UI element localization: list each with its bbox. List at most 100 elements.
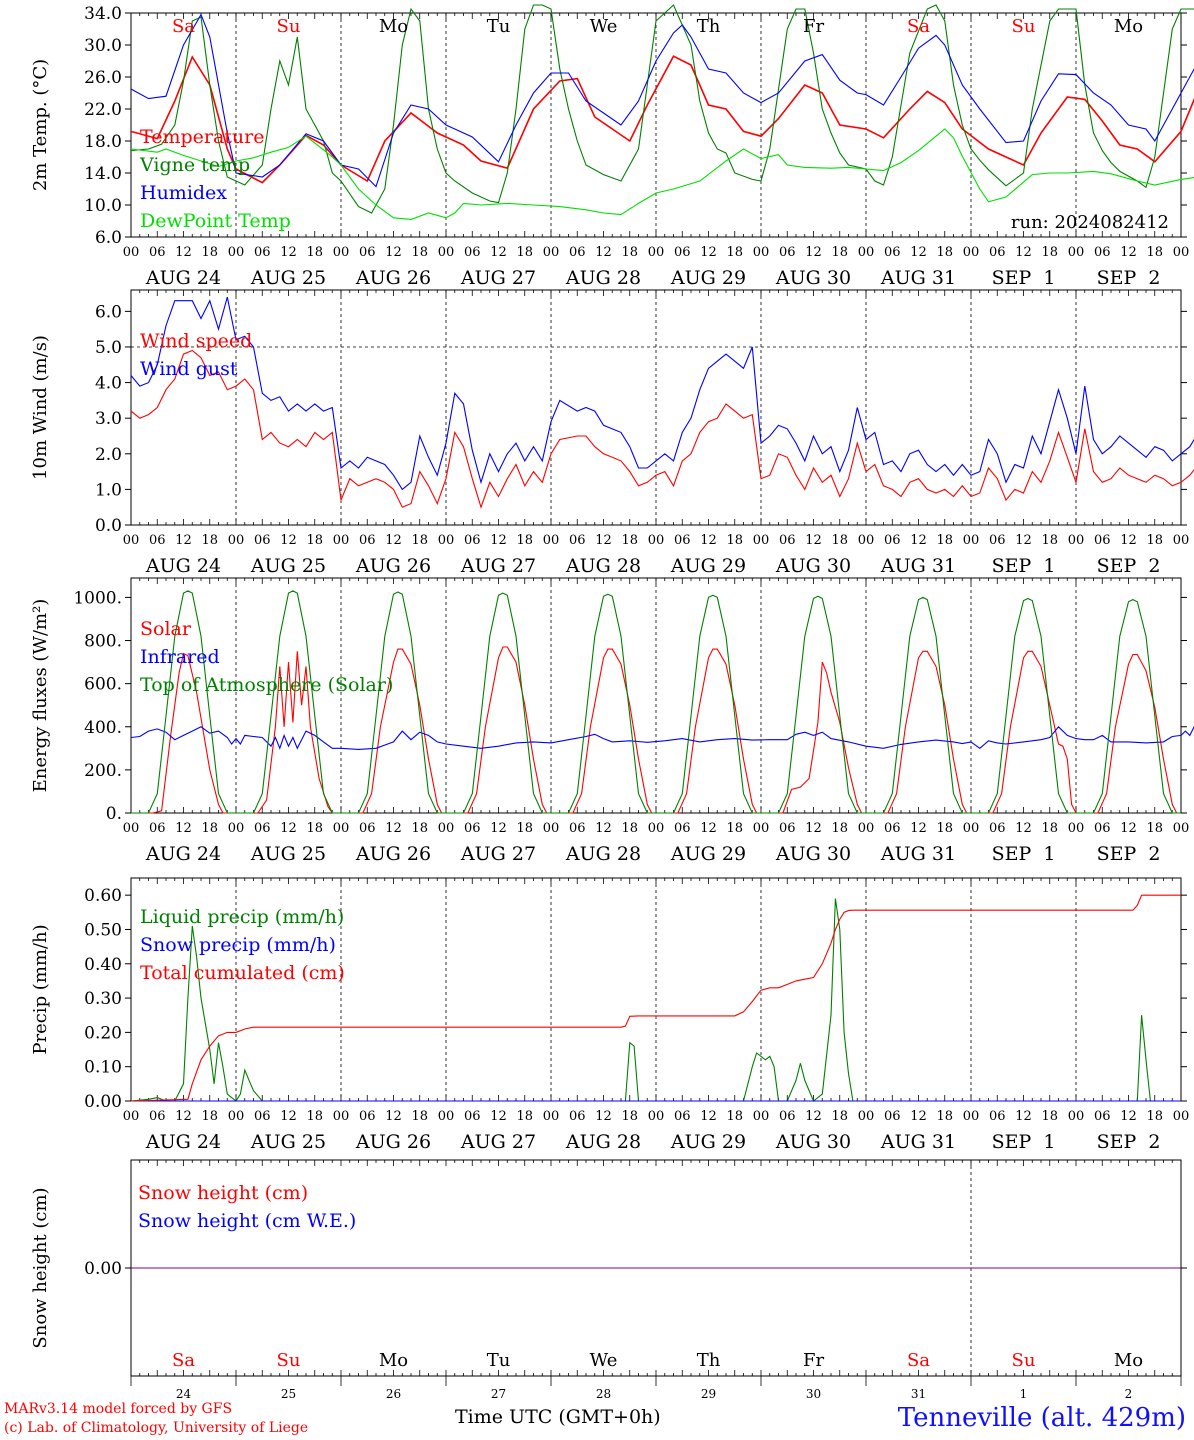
legend-entry: Total cumulated (cm) <box>140 962 345 984</box>
hour-tick-label: 18 <box>306 245 323 260</box>
day-name: Su <box>1012 16 1036 37</box>
hour-tick-label: 06 <box>149 1109 166 1124</box>
hour-tick-label: 00 <box>963 533 980 548</box>
hour-tick-label: 06 <box>779 821 796 836</box>
hour-tick-label: 06 <box>254 533 271 548</box>
day-number: 24 <box>176 1387 192 1401</box>
day-name: Sa <box>172 16 195 37</box>
date-label: AUG 26 <box>355 843 431 865</box>
hour-tick-label: 06 <box>989 821 1006 836</box>
hour-tick-label: 12 <box>700 821 717 836</box>
day-name: Tu <box>487 1350 511 1371</box>
hour-tick-label: 18 <box>621 533 638 548</box>
day-name: Mo <box>1114 16 1143 37</box>
hour-tick-label: 00 <box>543 245 560 260</box>
hour-tick-label: 18 <box>411 821 428 836</box>
day-number: 28 <box>596 1387 611 1401</box>
hour-tick-label: 06 <box>569 1109 586 1124</box>
hour-tick-label: 06 <box>1094 821 1111 836</box>
hour-tick-label: 00 <box>1173 533 1190 548</box>
date-label: AUG 24 <box>145 1131 221 1153</box>
hour-tick-label: 06 <box>149 533 166 548</box>
hour-tick-label: 06 <box>1094 1109 1111 1124</box>
hour-tick-label: 12 <box>1120 1109 1137 1124</box>
hour-tick-label: 18 <box>201 533 218 548</box>
y-tick-label: 6.0 <box>95 228 122 248</box>
hour-tick-label: 06 <box>464 821 481 836</box>
y-tick-label: 0.30 <box>84 989 122 1009</box>
hour-tick-label: 00 <box>543 821 560 836</box>
hour-tick-label: 18 <box>831 821 848 836</box>
day-number: 26 <box>386 1387 401 1401</box>
legend-entry: Top of Atmosphere (Solar) <box>140 674 393 696</box>
date-label: AUG 24 <box>145 555 221 577</box>
day-name: Su <box>277 16 301 37</box>
hour-tick-label: 00 <box>123 245 140 260</box>
hour-tick-label: 06 <box>359 821 376 836</box>
day-number: 25 <box>281 1387 296 1401</box>
hour-tick-label: 00 <box>438 245 455 260</box>
y-tick-label: 0.10 <box>84 1058 122 1078</box>
legend-entry: Infrared <box>140 646 220 668</box>
day-name: Sa <box>907 16 930 37</box>
y-tick-label: 400. <box>84 718 122 738</box>
hour-tick-label: 06 <box>254 1109 271 1124</box>
date-label: SEP 1 <box>992 843 1056 865</box>
y-tick-label: 30.0 <box>84 36 122 56</box>
hour-tick-label: 00 <box>228 533 245 548</box>
y-tick-label: 0. <box>106 804 122 824</box>
y-tick-label: 800. <box>84 632 122 652</box>
energy-series-infrared <box>130 725 1194 750</box>
y-tick-label: 1000. <box>73 588 122 608</box>
hour-tick-label: 12 <box>595 821 612 836</box>
hour-tick-label: 18 <box>1146 245 1163 260</box>
hour-tick-label: 00 <box>858 1109 875 1124</box>
hour-tick-label: 00 <box>753 1109 770 1124</box>
hour-tick-label: 18 <box>306 1109 323 1124</box>
hour-tick-label: 12 <box>700 1109 717 1124</box>
hour-tick-label: 12 <box>805 245 822 260</box>
date-label: AUG 29 <box>670 843 746 865</box>
date-label: AUG 25 <box>250 843 326 865</box>
y-axis-label: Snow height (cm) <box>30 1187 51 1348</box>
hour-tick-label: 06 <box>674 245 691 260</box>
hour-tick-label: 18 <box>1041 533 1058 548</box>
day-number: 30 <box>806 1387 821 1401</box>
hour-tick-label: 06 <box>674 1109 691 1124</box>
hour-tick-label: 18 <box>1041 245 1058 260</box>
hour-tick-label: 18 <box>411 533 428 548</box>
legend-entry: Humidex <box>140 182 227 204</box>
day-name: We <box>590 1350 618 1371</box>
hour-tick-label: 18 <box>1041 1109 1058 1124</box>
hour-tick-label: 18 <box>936 533 953 548</box>
y-tick-label: 6.0 <box>95 302 122 322</box>
hour-tick-label: 18 <box>726 245 743 260</box>
y-tick-label: 4.0 <box>95 374 122 394</box>
hour-tick-label: 18 <box>936 1109 953 1124</box>
hour-tick-label: 18 <box>1146 533 1163 548</box>
date-label: SEP 2 <box>1097 1131 1161 1153</box>
hour-tick-label: 06 <box>989 245 1006 260</box>
y-tick-label: 22.0 <box>84 100 122 120</box>
date-label: AUG 28 <box>565 843 641 865</box>
y-axis-label: Precip (mm/h) <box>30 924 51 1054</box>
hour-tick-label: 18 <box>516 1109 533 1124</box>
hour-tick-label: 12 <box>175 245 192 260</box>
hour-tick-label: 18 <box>936 245 953 260</box>
date-label: AUG 30 <box>775 843 851 865</box>
date-label: AUG 29 <box>670 555 746 577</box>
precip-panel <box>125 877 1187 1102</box>
y-tick-label: 5.0 <box>95 338 122 358</box>
hour-tick-label: 06 <box>254 245 271 260</box>
legend-entry: Wind gust <box>140 358 238 380</box>
hour-tick-label: 18 <box>201 245 218 260</box>
snow-panel <box>125 1159 1187 1386</box>
day-name: Sa <box>172 1350 195 1371</box>
hour-tick-label: 00 <box>858 821 875 836</box>
hour-tick-label: 00 <box>753 245 770 260</box>
hour-tick-label: 12 <box>595 533 612 548</box>
hour-tick-label: 00 <box>543 1109 560 1124</box>
hour-tick-label: 06 <box>464 533 481 548</box>
hour-tick-label: 12 <box>910 1109 927 1124</box>
hour-tick-label: 18 <box>201 821 218 836</box>
